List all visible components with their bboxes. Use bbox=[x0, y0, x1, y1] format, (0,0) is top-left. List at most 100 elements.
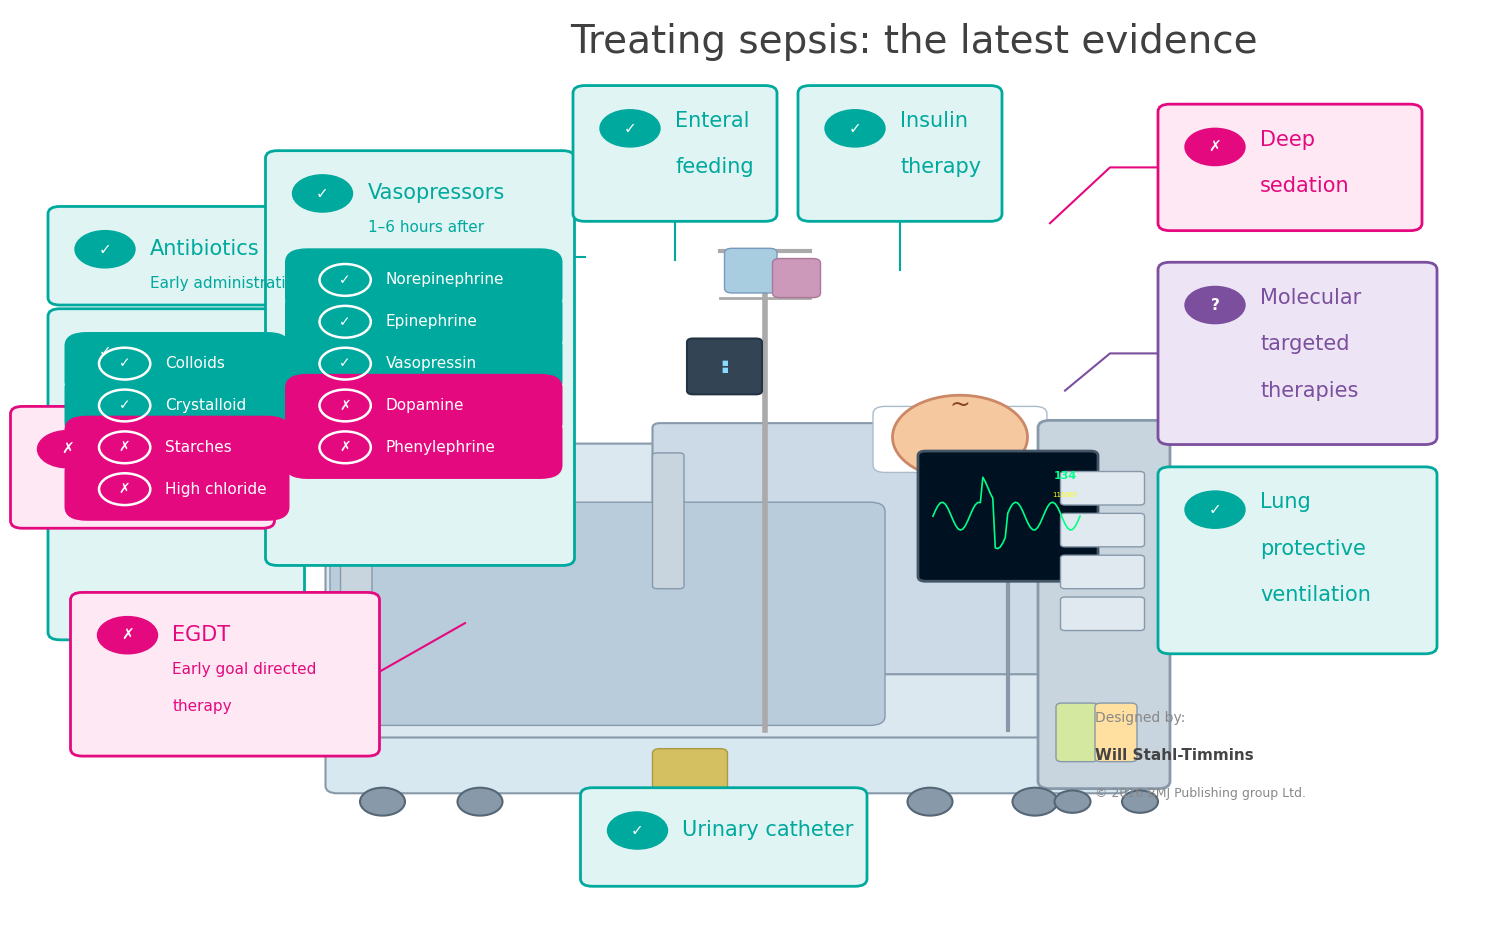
FancyBboxPatch shape bbox=[573, 86, 777, 221]
Text: ~: ~ bbox=[950, 392, 970, 417]
FancyBboxPatch shape bbox=[340, 453, 372, 607]
Text: ✓: ✓ bbox=[632, 823, 644, 838]
FancyBboxPatch shape bbox=[918, 451, 1098, 581]
Circle shape bbox=[75, 333, 135, 370]
FancyBboxPatch shape bbox=[64, 332, 290, 395]
Text: feeding: feeding bbox=[675, 157, 753, 178]
FancyBboxPatch shape bbox=[724, 248, 777, 293]
FancyBboxPatch shape bbox=[64, 416, 290, 479]
Circle shape bbox=[600, 110, 660, 147]
Text: High chloride: High chloride bbox=[165, 482, 267, 497]
FancyBboxPatch shape bbox=[687, 339, 762, 394]
Text: Starches: Starches bbox=[165, 440, 232, 455]
Text: therapy: therapy bbox=[112, 478, 194, 498]
FancyBboxPatch shape bbox=[64, 374, 290, 437]
Circle shape bbox=[360, 788, 405, 816]
Text: targeted: targeted bbox=[1260, 334, 1350, 354]
FancyBboxPatch shape bbox=[326, 444, 1130, 737]
Text: therapy: therapy bbox=[172, 699, 232, 714]
FancyBboxPatch shape bbox=[1038, 420, 1170, 789]
FancyBboxPatch shape bbox=[772, 259, 820, 298]
Text: Enteral: Enteral bbox=[675, 111, 750, 131]
Text: sedation: sedation bbox=[1260, 176, 1350, 196]
Text: ✗: ✗ bbox=[339, 440, 351, 455]
Text: Vasopressin: Vasopressin bbox=[386, 356, 477, 371]
Text: 134: 134 bbox=[1053, 472, 1077, 481]
Text: Insulin: Insulin bbox=[900, 111, 968, 131]
Circle shape bbox=[908, 788, 952, 816]
Text: ✓: ✓ bbox=[339, 314, 351, 329]
FancyBboxPatch shape bbox=[1095, 703, 1137, 762]
Circle shape bbox=[292, 175, 352, 212]
Circle shape bbox=[1185, 128, 1245, 166]
Text: ✗: ✗ bbox=[118, 482, 130, 497]
FancyBboxPatch shape bbox=[285, 332, 562, 395]
Text: ✗: ✗ bbox=[122, 628, 134, 643]
Circle shape bbox=[1185, 286, 1245, 324]
Text: ✓: ✓ bbox=[1209, 502, 1221, 517]
Text: ✓: ✓ bbox=[99, 344, 111, 359]
Text: Norepinephrine: Norepinephrine bbox=[386, 272, 504, 287]
FancyBboxPatch shape bbox=[266, 151, 574, 565]
Text: ✗: ✗ bbox=[118, 440, 130, 455]
Text: ✗: ✗ bbox=[339, 398, 351, 413]
Text: ✓: ✓ bbox=[624, 121, 636, 136]
Text: ✓: ✓ bbox=[118, 398, 130, 413]
FancyBboxPatch shape bbox=[873, 406, 1047, 472]
Circle shape bbox=[892, 395, 1028, 479]
FancyBboxPatch shape bbox=[70, 592, 380, 756]
FancyBboxPatch shape bbox=[285, 248, 562, 312]
Text: ✓: ✓ bbox=[118, 356, 130, 371]
Circle shape bbox=[825, 110, 885, 147]
Text: Deep: Deep bbox=[1260, 129, 1316, 150]
FancyBboxPatch shape bbox=[1060, 513, 1144, 547]
Text: onset: onset bbox=[368, 258, 410, 272]
Circle shape bbox=[458, 788, 503, 816]
Circle shape bbox=[1185, 491, 1245, 528]
Text: Lung: Lung bbox=[1260, 492, 1311, 512]
FancyBboxPatch shape bbox=[652, 453, 684, 589]
Text: ✓: ✓ bbox=[99, 242, 111, 257]
Text: Goal oriented: Goal oriented bbox=[112, 432, 254, 452]
Text: ✗: ✗ bbox=[62, 442, 74, 457]
Text: Vasopressors: Vasopressors bbox=[368, 183, 504, 204]
Text: ventilation: ventilation bbox=[1260, 585, 1371, 605]
Text: therapies: therapies bbox=[1260, 380, 1359, 401]
FancyBboxPatch shape bbox=[64, 458, 290, 521]
Text: Designed by:: Designed by: bbox=[1095, 711, 1185, 725]
Text: ✗: ✗ bbox=[1209, 140, 1221, 154]
Circle shape bbox=[75, 231, 135, 268]
Circle shape bbox=[1013, 788, 1058, 816]
FancyBboxPatch shape bbox=[48, 309, 304, 640]
Text: 116/69: 116/69 bbox=[1053, 492, 1077, 498]
Text: ✓: ✓ bbox=[339, 356, 351, 371]
Text: Early goal directed: Early goal directed bbox=[172, 662, 316, 677]
FancyBboxPatch shape bbox=[285, 416, 562, 479]
FancyBboxPatch shape bbox=[1060, 555, 1144, 589]
Text: Will Stahl-Timmins: Will Stahl-Timmins bbox=[1095, 748, 1254, 763]
Text: Epinephrine: Epinephrine bbox=[386, 314, 477, 329]
FancyBboxPatch shape bbox=[285, 290, 562, 353]
Text: ✓: ✓ bbox=[316, 186, 328, 201]
Text: ?: ? bbox=[1210, 298, 1219, 312]
Text: Fluids: Fluids bbox=[150, 341, 211, 362]
Text: Crystalloid: Crystalloid bbox=[165, 398, 246, 413]
Text: Colloids: Colloids bbox=[165, 356, 225, 371]
Text: Phenylephrine: Phenylephrine bbox=[386, 440, 495, 455]
FancyBboxPatch shape bbox=[10, 406, 274, 528]
Text: therapy: therapy bbox=[900, 157, 981, 178]
Text: Early administration: Early administration bbox=[150, 276, 304, 291]
Circle shape bbox=[1054, 790, 1090, 813]
Circle shape bbox=[98, 617, 158, 654]
FancyBboxPatch shape bbox=[326, 723, 1130, 793]
Text: protective: protective bbox=[1260, 538, 1366, 559]
FancyBboxPatch shape bbox=[798, 86, 1002, 221]
FancyBboxPatch shape bbox=[48, 206, 304, 305]
FancyBboxPatch shape bbox=[285, 374, 562, 437]
FancyBboxPatch shape bbox=[1060, 472, 1144, 505]
Text: EGDT: EGDT bbox=[172, 625, 231, 645]
Text: Treating sepsis: the latest evidence: Treating sepsis: the latest evidence bbox=[570, 23, 1257, 60]
Circle shape bbox=[38, 431, 98, 468]
Text: ✓: ✓ bbox=[339, 272, 351, 287]
Text: Dopamine: Dopamine bbox=[386, 398, 465, 413]
